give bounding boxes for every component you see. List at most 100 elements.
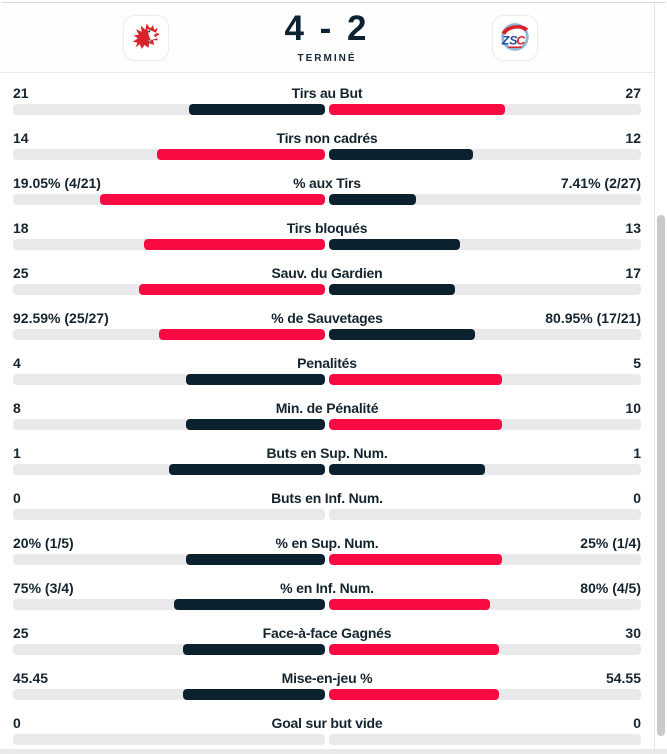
lausanne-lion-icon bbox=[127, 17, 165, 60]
stat-bar-zone bbox=[0, 374, 654, 385]
vertical-scrollbar[interactable] bbox=[654, 3, 667, 754]
stat-track-right bbox=[329, 194, 641, 205]
stat-line: Mise-en-jeu % 45.45 54.55 bbox=[0, 670, 654, 687]
stat-track-right bbox=[329, 149, 641, 160]
stat-line: Face-à-face Gagnés 25 30 bbox=[0, 625, 654, 642]
stat-line: Tirs bloqués 18 13 bbox=[0, 220, 654, 237]
stat-right-value: 0 bbox=[633, 715, 641, 731]
stat-bar-right bbox=[329, 554, 503, 565]
stat-row: Buts en Sup. Num. 1 1 bbox=[0, 443, 654, 488]
match-header: 4 - 2 TERMINÉ ZS C bbox=[0, 3, 654, 73]
stat-track-left bbox=[13, 689, 325, 700]
stat-row: % aux Tirs 19.05% (4/21) 7.41% (2/27) bbox=[0, 173, 654, 218]
stat-row: Tirs au But 21 27 bbox=[0, 83, 654, 128]
stat-bar-right bbox=[329, 149, 473, 160]
stat-label: Buts en Inf. Num. bbox=[271, 490, 383, 506]
stat-bar-zone bbox=[0, 104, 654, 115]
stat-label: Mise-en-jeu % bbox=[281, 670, 373, 686]
stat-bar-right bbox=[329, 194, 417, 205]
stat-label: Tirs bloqués bbox=[286, 220, 368, 236]
stat-bar-zone bbox=[0, 329, 654, 340]
stat-label: % de Sauvetages bbox=[271, 310, 383, 326]
stat-left-value: 1 bbox=[13, 445, 21, 461]
stat-left-value: 0 bbox=[13, 490, 21, 506]
scrollbar-thumb[interactable] bbox=[657, 215, 665, 736]
stat-bar-left bbox=[174, 599, 325, 610]
stat-track-right bbox=[329, 509, 641, 520]
home-team-logo bbox=[123, 15, 169, 61]
stat-label: Sauv. du Gardien bbox=[271, 265, 383, 281]
stat-bar-right bbox=[329, 239, 460, 250]
stats-list: Tirs au But 21 27 Tirs non cadrés 14 12 bbox=[0, 73, 654, 754]
stat-row: Min. de Pénalité 8 10 bbox=[0, 398, 654, 443]
stat-row: Sauv. du Gardien 25 17 bbox=[0, 263, 654, 308]
stat-bar-zone bbox=[0, 194, 654, 205]
match-status: TERMINÉ bbox=[297, 53, 357, 64]
stat-label: Face-à-face Gagnés bbox=[262, 625, 392, 641]
stat-left-value: 8 bbox=[13, 400, 21, 416]
stat-bar-zone bbox=[0, 239, 654, 250]
stat-track-right bbox=[329, 599, 641, 610]
stat-row: % de Sauvetages 92.59% (25/27) 80.95% (1… bbox=[0, 308, 654, 353]
widget-top-border bbox=[1, 2, 666, 3]
stat-line: % de Sauvetages 92.59% (25/27) 80.95% (1… bbox=[0, 310, 654, 327]
stat-bar-zone bbox=[0, 689, 654, 700]
stat-right-value: 13 bbox=[625, 220, 641, 236]
stat-label: Tirs non cadrés bbox=[276, 130, 378, 146]
stat-line: Sauv. du Gardien 25 17 bbox=[0, 265, 654, 282]
stat-bar-right bbox=[329, 284, 456, 295]
stat-left-value: 25 bbox=[13, 265, 29, 281]
stat-bar-left bbox=[157, 149, 325, 160]
stat-track-left bbox=[13, 419, 325, 430]
stat-right-value: 12 bbox=[625, 130, 641, 146]
stat-right-value: 30 bbox=[625, 625, 641, 641]
stat-bar-left bbox=[158, 329, 325, 340]
stat-label: % aux Tirs bbox=[293, 175, 361, 191]
stat-bar-zone bbox=[0, 419, 654, 430]
stat-track-left bbox=[13, 194, 325, 205]
stat-track-left bbox=[13, 239, 325, 250]
svg-text:ZS: ZS bbox=[501, 33, 519, 47]
match-score: 4 - 2 bbox=[284, 9, 370, 48]
stat-right-value: 0 bbox=[633, 490, 641, 506]
zsc-lions-icon: ZS C bbox=[496, 17, 534, 60]
stat-label: Buts en Sup. Num. bbox=[266, 445, 388, 461]
stat-left-value: 45.45 bbox=[13, 670, 49, 686]
stat-right-value: 17 bbox=[625, 265, 641, 281]
stat-bar-left bbox=[100, 194, 325, 205]
stat-label: Goal sur but vide bbox=[271, 715, 383, 731]
stat-bar-zone bbox=[0, 554, 654, 565]
stat-track-left bbox=[13, 464, 325, 475]
away-team-logo: ZS C bbox=[492, 15, 538, 61]
stat-label: % en Sup. Num. bbox=[275, 535, 379, 551]
stat-left-value: 18 bbox=[13, 220, 29, 236]
stat-right-value: 54.55 bbox=[605, 670, 641, 686]
stat-left-value: 14 bbox=[13, 130, 29, 146]
stat-bar-left bbox=[183, 689, 325, 700]
stat-track-left bbox=[13, 104, 325, 115]
stat-track-left bbox=[13, 149, 325, 160]
stat-track-left bbox=[13, 284, 325, 295]
stat-line: Tirs non cadrés 14 12 bbox=[0, 130, 654, 147]
stat-bar-right bbox=[329, 374, 503, 385]
stat-right-value: 10 bbox=[625, 400, 641, 416]
stat-bar-left bbox=[186, 419, 325, 430]
stat-track-left bbox=[13, 599, 325, 610]
stat-track-right bbox=[329, 644, 641, 655]
stat-bar-left bbox=[186, 554, 325, 565]
stat-track-right bbox=[329, 419, 641, 430]
stat-track-left bbox=[13, 329, 325, 340]
stat-bar-zone bbox=[0, 509, 654, 520]
stat-track-left bbox=[13, 374, 325, 385]
stat-bar-zone bbox=[0, 284, 654, 295]
stat-track-right bbox=[329, 734, 641, 745]
stat-bar-left bbox=[188, 104, 325, 115]
stat-bar-zone bbox=[0, 734, 654, 745]
stat-row: % en Inf. Num. 75% (3/4) 80% (4/5) bbox=[0, 578, 654, 623]
stat-track-right bbox=[329, 239, 641, 250]
stat-bar-left bbox=[169, 464, 325, 475]
stat-track-right bbox=[329, 689, 641, 700]
stat-line: % en Inf. Num. 75% (3/4) 80% (4/5) bbox=[0, 580, 654, 597]
stat-bar-zone bbox=[0, 149, 654, 160]
stat-line: Buts en Inf. Num. 0 0 bbox=[0, 490, 654, 507]
